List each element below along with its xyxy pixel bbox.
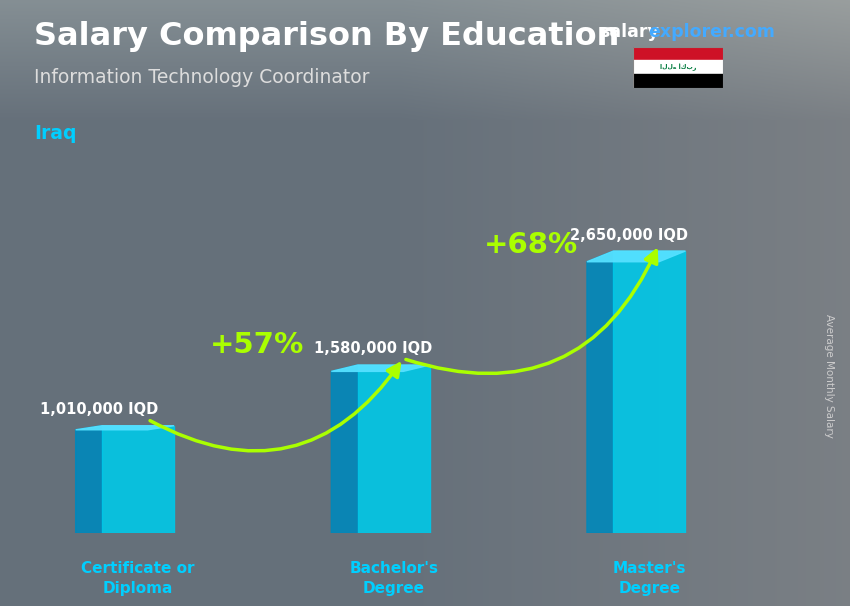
Text: 1,580,000 IQD: 1,580,000 IQD (314, 341, 433, 356)
Polygon shape (332, 365, 358, 533)
Text: Bachelor's
Degree: Bachelor's Degree (349, 561, 439, 596)
Text: Certificate or
Diploma: Certificate or Diploma (82, 561, 195, 596)
Polygon shape (587, 251, 685, 262)
Text: Average Monthly Salary: Average Monthly Salary (824, 314, 834, 438)
Polygon shape (332, 365, 430, 371)
Text: Master's
Degree: Master's Degree (613, 561, 686, 596)
Text: Salary Comparison By Education: Salary Comparison By Education (34, 21, 620, 52)
Bar (633, 47, 722, 61)
Bar (358, 365, 430, 533)
Bar (633, 74, 722, 88)
Text: 2,650,000 IQD: 2,650,000 IQD (570, 227, 688, 242)
Text: الله أكبر: الله أكبر (660, 64, 696, 71)
Bar (633, 61, 722, 74)
Text: Iraq: Iraq (34, 124, 76, 143)
Text: +68%: +68% (484, 231, 578, 259)
Bar (614, 251, 685, 533)
Text: salary: salary (599, 23, 659, 41)
Text: Information Technology Coordinator: Information Technology Coordinator (34, 68, 370, 87)
Polygon shape (76, 425, 102, 533)
Polygon shape (76, 425, 174, 430)
Bar (102, 425, 174, 533)
Text: +57%: +57% (209, 331, 303, 359)
Text: explorer.com: explorer.com (649, 23, 775, 41)
Polygon shape (587, 251, 614, 533)
Text: 1,010,000 IQD: 1,010,000 IQD (40, 402, 158, 417)
